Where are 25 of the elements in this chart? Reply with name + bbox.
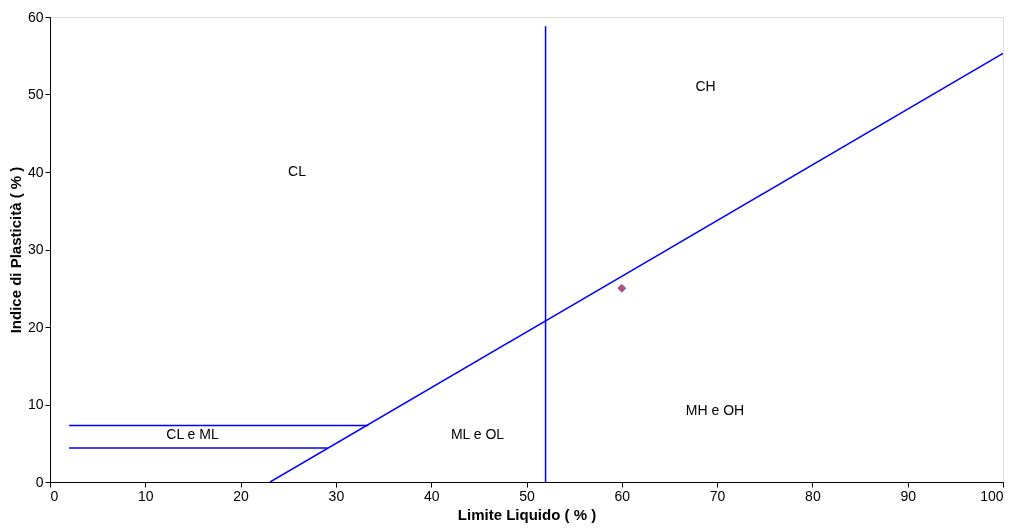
x-axis-title: Limite Liquido ( % )	[457, 505, 597, 523]
annotation: CH	[695, 77, 716, 94]
annotation: MH e OH	[685, 402, 745, 419]
y-tick-label: 30	[27, 241, 44, 257]
y-tick-label: 10	[27, 396, 44, 412]
annotation: ML e OL	[450, 425, 505, 442]
x-tick-label: 50	[519, 487, 535, 504]
y-tick-label: 40	[27, 163, 44, 180]
x-tick-label: 10	[138, 487, 154, 504]
x-tick-label: 20	[233, 487, 250, 504]
y-tick-label: 0	[35, 473, 44, 490]
y-tick-label: 50	[27, 86, 44, 102]
annotation: CL e ML	[166, 425, 219, 442]
x-tick-label: 60	[614, 487, 631, 504]
x-tick-label: 100	[980, 487, 1004, 504]
x-tick-label: 30	[328, 487, 345, 504]
x-tick-label: 0	[50, 487, 59, 504]
x-tick-label: 90	[900, 487, 917, 504]
y-tick-label: 20	[27, 318, 44, 335]
y-axis-title: Indice di Plasticità ( % )	[6, 166, 24, 334]
x-tick-label: 40	[423, 487, 440, 504]
y-tick-label: 60	[27, 8, 44, 25]
x-tick-label: 80	[805, 487, 821, 504]
x-tick-label: 70	[709, 487, 726, 504]
annotation: CL	[288, 162, 307, 179]
